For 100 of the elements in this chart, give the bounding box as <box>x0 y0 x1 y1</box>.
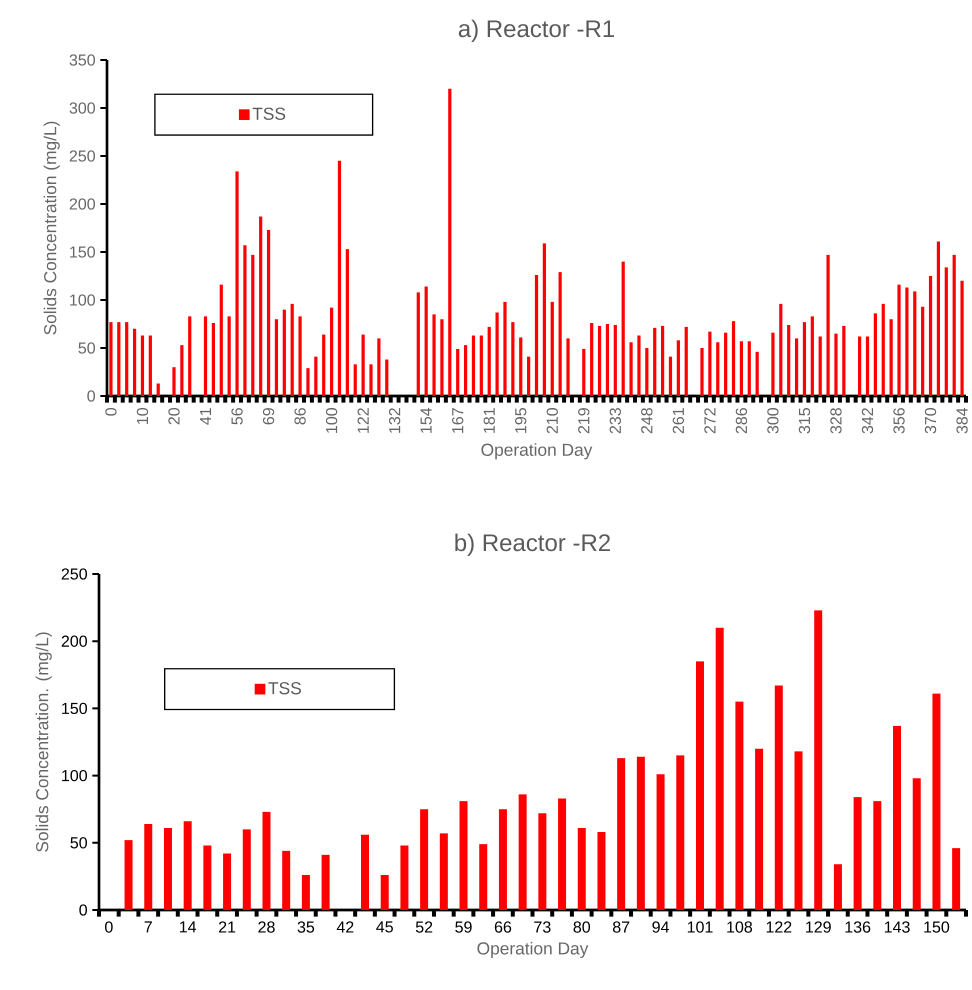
bar <box>385 360 388 396</box>
bar <box>842 326 846 396</box>
bar <box>936 241 940 396</box>
bar <box>488 326 491 396</box>
bar <box>330 308 334 396</box>
bar <box>274 319 278 396</box>
bar <box>125 322 128 396</box>
bar <box>920 306 924 396</box>
x-tick-label: 69 <box>262 408 274 424</box>
x-tick-label: 45 <box>376 921 393 933</box>
y-tick-label: 0 <box>79 904 87 916</box>
y-tick-label: 100 <box>62 770 87 782</box>
y-tick-label: 200 <box>62 636 87 647</box>
x-tick-label: 73 <box>534 921 550 933</box>
bar <box>464 345 468 396</box>
x-tick-label: 35 <box>298 921 314 933</box>
x-tick-label: 233 <box>610 408 621 434</box>
bar <box>550 302 554 396</box>
bar <box>779 304 782 396</box>
x-tick-label: 342 <box>862 408 874 434</box>
x-tick-label: 80 <box>573 921 590 933</box>
bar <box>794 751 802 910</box>
x-tick-label: 315 <box>798 408 810 434</box>
bar <box>834 334 838 396</box>
bar <box>542 243 546 396</box>
bar <box>346 249 349 396</box>
bar <box>952 254 956 396</box>
x-tick-label: 94 <box>652 921 669 933</box>
y-tick-label: 0 <box>87 390 95 402</box>
x-tick-label: 122 <box>766 921 792 933</box>
x-tick-label: 195 <box>515 408 526 433</box>
x-tick-label: 300 <box>767 408 778 434</box>
bar <box>668 356 672 396</box>
bar <box>526 356 530 396</box>
bar <box>235 171 239 396</box>
bar <box>748 341 751 396</box>
bar <box>511 322 514 396</box>
bar <box>302 875 310 910</box>
x-tick-label: 143 <box>884 921 910 933</box>
bar <box>440 833 448 910</box>
bar <box>771 332 774 396</box>
bar <box>472 336 475 396</box>
chart-title: b) Reactor -R2 <box>455 534 610 556</box>
x-tick-label: 66 <box>494 921 512 933</box>
bar <box>716 342 720 396</box>
x-tick-label: 136 <box>845 921 870 933</box>
x-tick-label: 0 <box>105 408 117 416</box>
bar <box>905 288 908 396</box>
bar <box>109 322 112 396</box>
bar <box>676 340 680 396</box>
bar <box>440 319 444 396</box>
bar <box>322 854 330 910</box>
bar <box>188 316 192 396</box>
bar <box>282 850 290 910</box>
x-tick-label: 384 <box>956 408 968 434</box>
bar <box>258 216 262 396</box>
bar <box>212 323 215 396</box>
bar <box>519 337 522 396</box>
x-tick-label: 87 <box>612 921 630 933</box>
x-tick-label: 20 <box>168 408 180 424</box>
bar <box>322 334 326 396</box>
bar <box>892 726 901 910</box>
y-axis-title: Solids Concentration (mg/L) <box>44 122 60 335</box>
legend-label: TSS <box>252 108 286 120</box>
x-tick-label: 100 <box>326 408 338 433</box>
bar <box>380 875 389 910</box>
x-tick-label: 286 <box>736 408 747 434</box>
bar <box>314 356 318 396</box>
bar <box>558 798 566 910</box>
bar <box>755 748 764 910</box>
bar <box>660 326 664 396</box>
bar <box>424 286 428 396</box>
y-tick-label: 150 <box>70 246 95 258</box>
bar <box>597 832 606 910</box>
x-axis-title: Operation Day <box>481 443 592 460</box>
bar <box>172 367 176 396</box>
y-tick-label: 250 <box>62 568 87 580</box>
x-tick-label: 272 <box>704 408 716 434</box>
bar <box>242 829 251 910</box>
y-tick-label: 250 <box>70 150 95 162</box>
bar <box>645 348 648 396</box>
y-tick-label: 200 <box>70 198 95 210</box>
bar <box>810 316 814 396</box>
bar <box>459 801 468 910</box>
bar <box>282 310 286 396</box>
y-tick-label: 100 <box>70 294 95 306</box>
legend-label: TSS <box>268 682 301 694</box>
bar <box>676 755 684 910</box>
bar <box>164 828 172 910</box>
bar <box>203 845 212 910</box>
bar <box>724 332 728 396</box>
bar <box>354 364 357 396</box>
bar <box>700 348 704 396</box>
bar <box>578 828 586 910</box>
bar <box>622 262 625 396</box>
x-tick-label: 86 <box>294 408 306 424</box>
bar <box>290 304 294 396</box>
bar <box>708 332 712 396</box>
x-tick-label: 210 <box>546 408 558 434</box>
bar <box>534 275 538 396</box>
